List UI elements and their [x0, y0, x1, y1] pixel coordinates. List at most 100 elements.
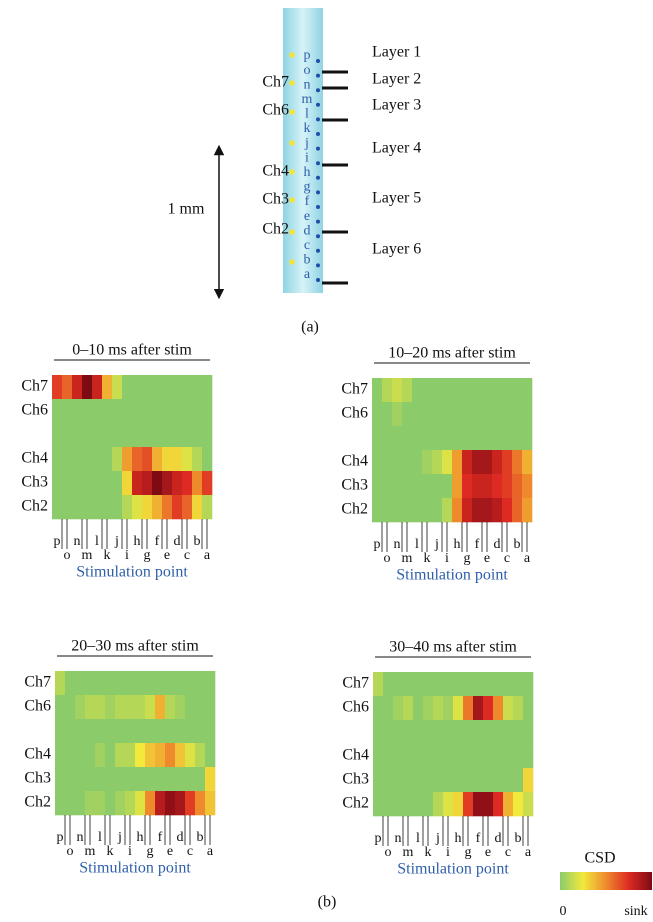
- heatmap-cell: [75, 719, 86, 744]
- heatmap-cell: [92, 423, 103, 448]
- row-label: Ch7: [341, 381, 368, 398]
- heatmap-cell: [472, 498, 483, 523]
- row-label: Ch7: [21, 378, 48, 395]
- heatmap-cell: [185, 719, 196, 744]
- heatmap-cell: [402, 474, 413, 499]
- heatmap-cell: [453, 720, 464, 745]
- heatmap-cell: [105, 671, 116, 696]
- heatmap-cell: [175, 791, 186, 816]
- heatmap-cell: [412, 402, 423, 427]
- channel-label: Ch4: [262, 163, 289, 180]
- heatmap-cell: [523, 696, 534, 721]
- heatmap-cell: [192, 375, 203, 400]
- heatmap-cell: [492, 402, 503, 427]
- heatmap-cell: [382, 474, 393, 499]
- heatmap-cell: [373, 720, 384, 745]
- heatmap-cell: [373, 672, 384, 697]
- heatmap-cell: [85, 695, 96, 720]
- heatmap-cell: [443, 744, 454, 769]
- column-label: a: [524, 551, 531, 566]
- heatmap-cell: [493, 768, 504, 793]
- column-label: l: [416, 831, 420, 846]
- heatmap-cell: [473, 768, 484, 793]
- heatmap-cell: [512, 426, 523, 451]
- contact-dot: [316, 219, 320, 224]
- heatmap-cell: [493, 672, 504, 697]
- heatmap-cell: [115, 743, 126, 768]
- row-label: Ch7: [24, 674, 51, 691]
- heatmap-cell: [452, 450, 463, 475]
- heatmap-cell: [382, 498, 393, 523]
- column-label: p: [54, 534, 61, 549]
- heatmap-cell: [115, 695, 126, 720]
- heatmap-cell: [433, 672, 444, 697]
- heatmap-title: 0–10 ms after stim: [72, 342, 192, 359]
- column-label: e: [484, 551, 490, 566]
- heatmap-cell: [152, 471, 163, 496]
- row-label: Ch3: [24, 770, 51, 787]
- x-label: Stimulation point: [397, 861, 509, 878]
- heatmap-cell: [112, 399, 123, 424]
- contact-dot: [316, 205, 320, 209]
- heatmap-cell: [383, 672, 394, 697]
- column-label: c: [184, 548, 190, 563]
- heatmap-cell: [473, 696, 484, 721]
- heatmap-cell: [383, 792, 394, 817]
- heatmap-cell: [372, 474, 383, 499]
- heatmap-cell: [513, 792, 524, 817]
- x-label: Stimulation point: [396, 567, 508, 584]
- heatmap-cell: [65, 743, 76, 768]
- heatmap-cell: [492, 426, 503, 451]
- contact-dot: [316, 88, 320, 93]
- heatmap-title: 20–30 ms after stim: [71, 638, 199, 655]
- heatmap-cell: [443, 768, 454, 793]
- contact-dot: [316, 132, 320, 136]
- contact-letter: p: [304, 48, 311, 63]
- heatmap-cell: [373, 768, 384, 793]
- heatmap-cell: [432, 378, 443, 403]
- contact-letter: m: [302, 92, 313, 107]
- heatmap-cell: [132, 375, 143, 400]
- heatmap-cell: [383, 696, 394, 721]
- column-label: g: [144, 548, 151, 563]
- heatmap-cell: [125, 695, 136, 720]
- heatmap-cell: [512, 378, 523, 403]
- heatmap-cell: [52, 399, 63, 424]
- heatmap-cell: [373, 744, 384, 769]
- heatmap-cell: [135, 743, 146, 768]
- heatmap-cell: [383, 768, 394, 793]
- heatmap-cell: [413, 792, 424, 817]
- heatmap-cell: [122, 399, 133, 424]
- heatmap-cell: [423, 720, 434, 745]
- heatmap-cell: [55, 719, 66, 744]
- heatmap-cell: [195, 719, 206, 744]
- row-label: Ch2: [21, 498, 48, 515]
- heatmap-cell: [152, 375, 163, 400]
- heatmap-cell: [152, 495, 163, 520]
- heatmap-cell: [442, 498, 453, 523]
- heatmap-cell: [55, 695, 66, 720]
- heatmap-cell: [413, 720, 424, 745]
- heatmap-cell: [122, 471, 133, 496]
- heatmap-cell: [433, 768, 444, 793]
- panel-label: (b): [318, 894, 337, 911]
- column-label: n: [395, 831, 402, 846]
- column-label: i: [125, 548, 129, 563]
- column-label: d: [495, 831, 502, 846]
- heatmap-cell: [442, 474, 453, 499]
- heatmap-cell: [82, 495, 93, 520]
- contact-letter: l: [305, 107, 309, 122]
- contact-letter: b: [304, 253, 311, 268]
- heatmap-cell: [102, 423, 113, 448]
- heatmap-cell: [442, 378, 453, 403]
- heatmap-cell: [185, 671, 196, 696]
- heatmap-cell: [522, 474, 533, 499]
- heatmap-cell: [503, 792, 514, 817]
- column-label: d: [494, 537, 501, 552]
- x-label: Stimulation point: [79, 860, 191, 877]
- heatmap-cell: [512, 402, 523, 427]
- column-label: b: [514, 537, 521, 552]
- heatmap-cell: [402, 450, 413, 475]
- heatmap-cell: [523, 672, 534, 697]
- heatmap-cell: [205, 791, 216, 816]
